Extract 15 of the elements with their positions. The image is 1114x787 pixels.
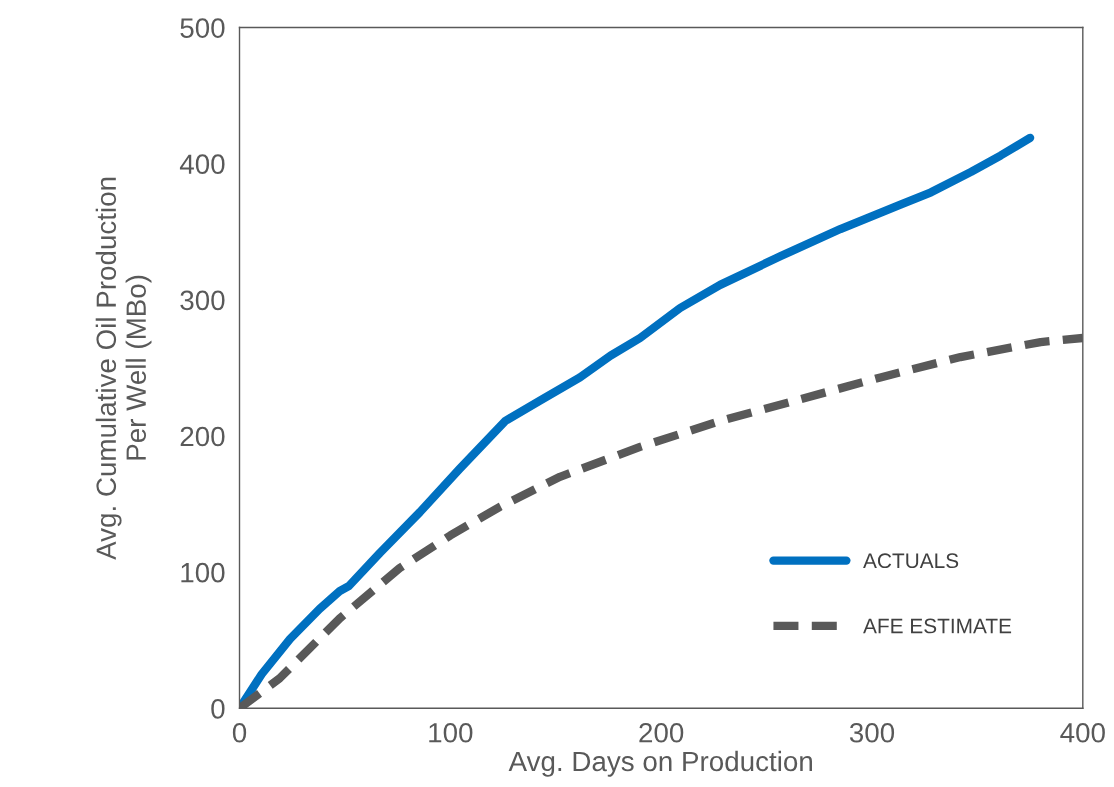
- x-tick-label: 100: [429, 722, 473, 743]
- x-tick-label: 0: [232, 722, 247, 743]
- y-tick-label: 200: [180, 426, 225, 447]
- x-tick-label: 200: [639, 722, 684, 743]
- y-tick-label: 0: [211, 698, 225, 719]
- y-tick-label: 400: [179, 154, 225, 175]
- legend-label: ACTUALS: [863, 553, 959, 569]
- y-tick-label: 300: [180, 290, 225, 311]
- x-axis-title: Avg. Days on Production: [508, 750, 812, 777]
- y-axis-title: Avg. Cumulative Oil Production Per Well (MBo): [95, 177, 152, 560]
- y-tick-label: 500: [180, 18, 225, 38]
- x-tick-label: 300: [849, 722, 895, 743]
- y-tick-label: 100: [181, 562, 225, 583]
- legend-label: AFE ESTIMATE: [863, 618, 1012, 634]
- x-tick-label: 400: [1060, 722, 1105, 743]
